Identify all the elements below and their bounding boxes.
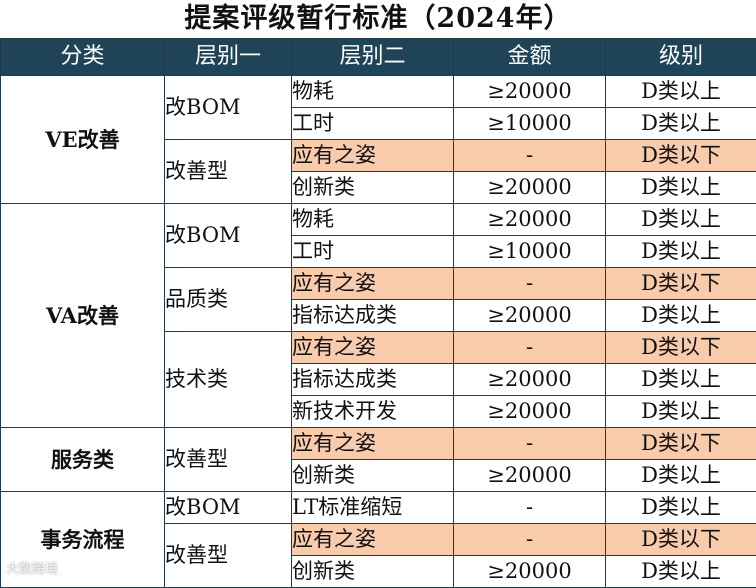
level2-cell: 工时	[292, 108, 454, 140]
level2-cell: 物耗	[292, 76, 454, 108]
amount-cell: ≥20000	[454, 76, 606, 108]
header-level-one: 层别一	[165, 39, 292, 76]
level2-cell: LT标准缩短	[292, 492, 454, 524]
amount-cell: ≥20000	[454, 460, 606, 492]
level1-va-quality: 品质类	[165, 268, 292, 332]
amount-cell: -	[454, 524, 606, 556]
level1-va-bom: 改BOM	[165, 204, 292, 268]
amount-cell: -	[454, 428, 606, 460]
table-row: VA改善 改BOM 物耗 ≥20000 D类以上	[1, 204, 756, 236]
header-level-two: 层别二	[292, 39, 454, 76]
level1-affairs-improve: 改善型	[165, 524, 292, 588]
level2-cell: 应有之姿	[292, 268, 454, 300]
grade-cell: D类以上	[606, 300, 756, 332]
amount-cell: ≥10000	[454, 236, 606, 268]
amount-cell: -	[454, 268, 606, 300]
level2-cell: 创新类	[292, 556, 454, 588]
grade-cell: D类以上	[606, 364, 756, 396]
category-va: VA改善	[1, 204, 165, 428]
amount-cell: ≥20000	[454, 396, 606, 428]
rating-standard-table: 分类 层别一 层别二 金额 级别 VE改善 改BOM 物耗 ≥20000 D类以…	[0, 38, 756, 588]
grade-cell: D类以上	[606, 460, 756, 492]
grade-cell: D类以上	[606, 204, 756, 236]
amount-cell: ≥20000	[454, 172, 606, 204]
amount-cell: ≥20000	[454, 204, 606, 236]
category-service: 服务类	[1, 428, 165, 492]
grade-cell: D类以下	[606, 524, 756, 556]
level2-cell: 应有之姿	[292, 524, 454, 556]
grade-cell: D类以上	[606, 236, 756, 268]
watermark-text: 大数跨境	[6, 558, 58, 577]
grade-cell: D类以下	[606, 428, 756, 460]
category-ve: VE改善	[1, 76, 165, 204]
level1-affairs-bom: 改BOM	[165, 492, 292, 524]
level1-ve-improve: 改善型	[165, 140, 292, 204]
level2-cell: 应有之姿	[292, 428, 454, 460]
amount-cell: ≥20000	[454, 556, 606, 588]
amount-cell: ≥20000	[454, 364, 606, 396]
level2-cell: 指标达成类	[292, 364, 454, 396]
page-title: 提案评级暂行标准（2024年）	[0, 0, 756, 38]
level2-cell: 物耗	[292, 204, 454, 236]
grade-cell: D类以下	[606, 268, 756, 300]
grade-cell: D类以上	[606, 76, 756, 108]
level2-cell: 应有之姿	[292, 332, 454, 364]
amount-cell: -	[454, 140, 606, 172]
header-amount: 金额	[454, 39, 606, 76]
level1-service-improve: 改善型	[165, 428, 292, 492]
grade-cell: D类以下	[606, 332, 756, 364]
header-category: 分类	[1, 39, 165, 76]
table-header-row: 分类 层别一 层别二 金额 级别	[1, 39, 756, 76]
grade-cell: D类以上	[606, 396, 756, 428]
grade-cell: D类以下	[606, 140, 756, 172]
table-row: VE改善 改BOM 物耗 ≥20000 D类以上	[1, 76, 756, 108]
level2-cell: 工时	[292, 236, 454, 268]
level2-cell: 创新类	[292, 172, 454, 204]
amount-cell: ≥10000	[454, 108, 606, 140]
level1-va-tech: 技术类	[165, 332, 292, 428]
table-row-highlighted: 服务类 改善型 应有之姿 - D类以下	[1, 428, 756, 460]
level2-cell: 指标达成类	[292, 300, 454, 332]
grade-cell: D类以上	[606, 172, 756, 204]
table-row: 事务流程 改BOM LT标准缩短 - D类以上	[1, 492, 756, 524]
amount-cell: ≥20000	[454, 300, 606, 332]
grade-cell: D类以上	[606, 108, 756, 140]
level1-ve-bom: 改BOM	[165, 76, 292, 140]
header-grade: 级别	[606, 39, 756, 76]
amount-cell: -	[454, 492, 606, 524]
grade-cell: D类以上	[606, 492, 756, 524]
level2-cell: 应有之姿	[292, 140, 454, 172]
level2-cell: 创新类	[292, 460, 454, 492]
amount-cell: -	[454, 332, 606, 364]
grade-cell: D类以上	[606, 556, 756, 588]
level2-cell: 新技术开发	[292, 396, 454, 428]
